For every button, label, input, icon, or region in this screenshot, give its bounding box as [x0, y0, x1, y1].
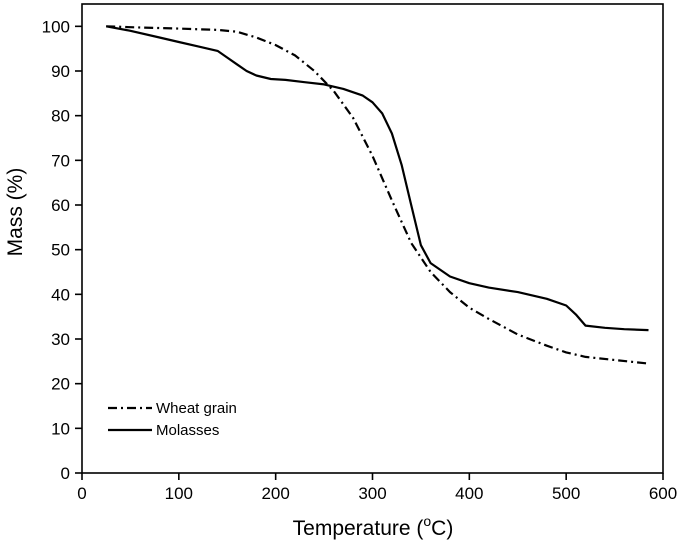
legend-label: Molasses [156, 422, 219, 439]
x-axis-title-main: Temperature ( [293, 517, 424, 540]
y-tick-label: 100 [42, 17, 70, 36]
y-axis-title: Mass (%) [4, 168, 27, 257]
series-line-molasses [105, 25, 649, 332]
x-tick-label: 100 [165, 484, 193, 503]
axes: 0 100 200 300 400 500 600 0 10 20 30 40 50 60 70 80 90 10… [42, 3, 677, 503]
y-tick-label: 90 [51, 62, 70, 81]
y-tick-label: 60 [51, 196, 70, 215]
y-tick-label: 80 [51, 107, 70, 126]
x-axis-title: Temperature (oC) [293, 513, 454, 540]
x-tick-label: 300 [358, 484, 386, 503]
y-tick-label: 30 [51, 330, 70, 349]
x-tick-label: 500 [552, 484, 580, 503]
series-line-wheat-grain [106, 25, 649, 365]
y-tick-label: 20 [51, 375, 70, 394]
legend-label: Wheat grain [156, 400, 237, 417]
x-tick-label: 400 [455, 484, 483, 503]
y-tick-label: 10 [51, 419, 70, 438]
x-axis-title-unit: C) [431, 517, 453, 540]
x-tick-label: 0 [77, 484, 86, 503]
y-tick-label: 50 [51, 241, 70, 260]
x-axis-title-degree: o [423, 513, 431, 529]
y-tick-label: 70 [51, 151, 70, 170]
legend: Wheat grain Molasses [108, 400, 237, 439]
y-tick-label: 40 [51, 285, 70, 304]
x-tick-label: 200 [261, 484, 289, 503]
series-lines [105, 25, 649, 365]
y-tick-label: 0 [61, 464, 70, 483]
x-tick-label: 600 [649, 484, 677, 503]
